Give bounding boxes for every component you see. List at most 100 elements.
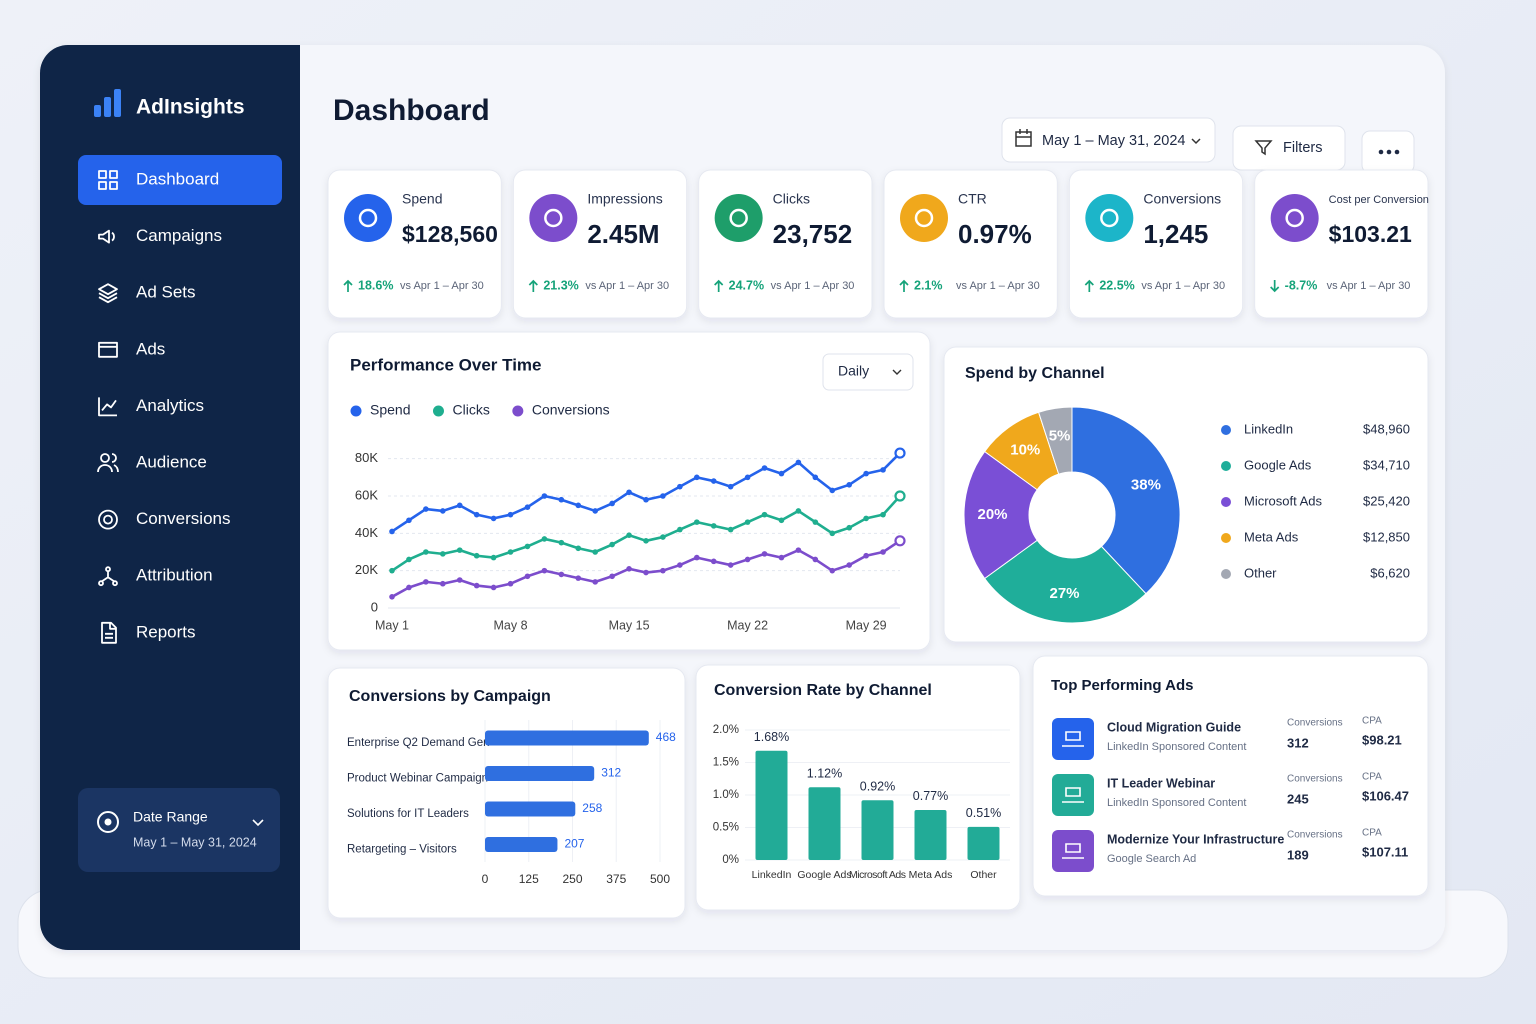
legend-swatch xyxy=(512,405,524,417)
nav-label[interactable]: Attribution xyxy=(136,566,213,585)
filters-label: Filters xyxy=(1283,140,1322,156)
nav-item[interactable]: Audience xyxy=(97,452,207,473)
line-point xyxy=(795,508,802,514)
line-point xyxy=(423,579,429,585)
legend-label: Microsoft Ads xyxy=(1244,493,1323,508)
column-label: Conversions xyxy=(1287,774,1343,785)
legend-swatch xyxy=(1221,569,1231,579)
line-point xyxy=(880,467,886,473)
line-point xyxy=(456,547,463,553)
kpi-value: 0.97% xyxy=(958,219,1032,249)
table-card xyxy=(1032,655,1429,897)
line-point xyxy=(406,556,412,563)
line-point xyxy=(440,580,446,587)
line-point xyxy=(778,517,785,524)
line-point xyxy=(592,508,598,514)
line-point xyxy=(473,552,480,559)
filter-icon xyxy=(1254,140,1273,156)
line-point xyxy=(894,447,906,459)
line-point xyxy=(812,519,819,525)
line-point xyxy=(677,483,683,490)
line-point xyxy=(423,506,429,512)
line-point xyxy=(727,562,734,568)
line-point xyxy=(389,567,395,574)
y-tick-label: 1.5% xyxy=(713,757,739,769)
legend-label: Other xyxy=(1244,565,1277,580)
nav-item[interactable]: Dashboard xyxy=(78,155,282,205)
nav-item[interactable]: Analytics xyxy=(98,396,204,417)
nav-item[interactable]: Conversions xyxy=(98,509,231,530)
filters-button[interactable]: Filters xyxy=(1232,125,1346,171)
nav-icon xyxy=(98,566,118,587)
nav-item[interactable]: Campaigns xyxy=(98,226,222,245)
granularity-select[interactable]: Daily xyxy=(822,353,914,391)
kpi-comparison: vs Apr 1 – Apr 30 xyxy=(1327,280,1411,292)
date-picker-bg xyxy=(1001,117,1216,163)
table-title: Top Performing Ads xyxy=(1051,677,1194,694)
line-point xyxy=(524,573,531,580)
chevron xyxy=(892,369,902,375)
kpi-trend-arrow xyxy=(1270,280,1280,293)
kpi-value: $128,560 xyxy=(402,221,498,247)
nav-item[interactable]: Ad Sets xyxy=(98,283,196,304)
nav-item[interactable]: Reports xyxy=(101,621,196,644)
more-button[interactable] xyxy=(1361,130,1415,174)
nav-icon xyxy=(98,170,118,190)
x-tick-label: May 22 xyxy=(727,618,768,632)
line-point xyxy=(744,519,751,525)
line-point xyxy=(643,569,649,576)
line-point xyxy=(592,549,598,555)
calendar-icon xyxy=(1015,129,1032,147)
kpi-trend-arrow xyxy=(714,279,724,292)
y-tick-label: 0% xyxy=(722,854,739,866)
kpi-change: 22.5% xyxy=(1099,278,1134,292)
nav-label[interactable]: Ad Sets xyxy=(136,283,196,302)
line-point xyxy=(490,584,497,591)
kpi-icon xyxy=(714,194,763,242)
nav-label[interactable]: Conversions xyxy=(136,509,231,528)
ad-subtitle: LinkedIn Sponsored Content xyxy=(1107,741,1246,753)
legend-amount: $34,710 xyxy=(1363,457,1410,472)
line-point xyxy=(558,496,565,503)
line-point xyxy=(507,549,514,555)
category-label: Enterprise Q2 Demand Gen xyxy=(347,737,490,749)
chart-title: Conversions by Campaign xyxy=(349,688,551,705)
ad-thumbnail xyxy=(1052,718,1094,760)
column-label: Conversions xyxy=(1287,718,1343,729)
date-picker[interactable]: May 1 – May 31, 2024 xyxy=(1001,117,1216,163)
nav-label[interactable]: Audience xyxy=(136,452,207,471)
ad-conversions: 312 xyxy=(1287,735,1309,750)
kpi-value: 1,245 xyxy=(1143,219,1208,249)
line-point xyxy=(660,567,666,574)
brand-icon xyxy=(104,97,111,117)
line-point xyxy=(524,543,531,550)
line-point xyxy=(626,532,632,538)
kpi-trend-arrow xyxy=(899,279,909,292)
nav-label[interactable]: Ads xyxy=(136,339,165,358)
nav-item[interactable]: Ads xyxy=(98,339,165,358)
nav-item[interactable]: Attribution xyxy=(98,566,213,587)
kpi-icon xyxy=(1270,194,1319,242)
nav-label[interactable]: Reports xyxy=(136,622,196,641)
line-point xyxy=(558,539,565,546)
date-range-selector[interactable]: Date Range May 1 – May 31, 2024 xyxy=(78,788,280,872)
x-tick-label: Google Ads xyxy=(797,869,851,881)
nav-label[interactable]: Analytics xyxy=(136,396,204,415)
line-point xyxy=(727,526,734,533)
line-point xyxy=(643,496,649,503)
line-point xyxy=(440,508,446,514)
line-point xyxy=(694,519,700,525)
line-point xyxy=(575,545,582,552)
nav-label[interactable]: Campaigns xyxy=(136,226,222,245)
nav-label[interactable]: Dashboard xyxy=(136,169,219,188)
line-point xyxy=(846,524,852,531)
ad-thumbnail-glyph xyxy=(1062,843,1084,859)
value-label: 0.77% xyxy=(913,789,948,803)
bar xyxy=(485,837,558,852)
x-tick-label: May 8 xyxy=(494,618,528,632)
x-tick-label: 500 xyxy=(650,872,670,886)
legend-swatch xyxy=(1221,425,1231,435)
y-tick-label: 40K xyxy=(355,525,378,540)
line-point xyxy=(558,571,565,578)
line-point xyxy=(694,554,700,561)
